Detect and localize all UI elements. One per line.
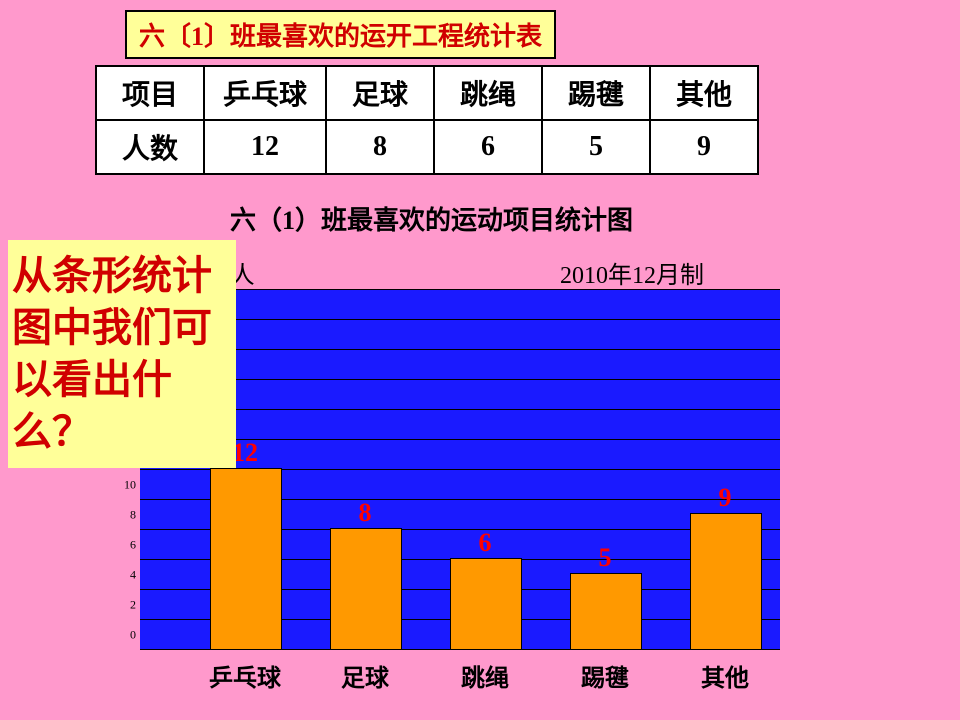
x-tick-label: 乒乓球 [195,658,295,693]
question-overlay: 从条形统计图中我们可以看出什么？ [8,240,236,468]
data-table: 项目 乒乓球 足球 跳绳 踢毽 其他 人数 12 8 6 5 9 [95,65,759,175]
bar-group: 6 [450,560,520,650]
x-tick-label: 其他 [675,658,775,693]
bar-value-label: 8 [330,498,400,528]
bar-value-label: 5 [570,543,640,573]
bar-group: 12 [210,470,280,650]
table-row2-label: 人数 [96,120,204,174]
y-tick: 2 [114,598,136,613]
chart-title: 六（1）班最喜欢的运动项目统计图 [230,200,633,237]
x-tick-label: 足球 [315,658,415,693]
table-row1-label: 项目 [96,66,204,120]
table-cat-0: 乒乓球 [204,66,326,120]
bar [210,468,282,650]
chart-date: 2010年12月制 [560,255,704,290]
bar [450,558,522,650]
bar-value-label: 9 [690,483,760,513]
y-tick: 0 [114,628,136,643]
table-cat-2: 跳绳 [434,66,542,120]
y-tick: 6 [114,538,136,553]
bar-group: 9 [690,515,760,650]
bar [690,513,762,650]
grid-line [140,289,780,290]
bar [330,528,402,650]
x-tick-label: 跳绳 [435,658,535,693]
table-val-0: 12 [204,120,326,174]
bar-chart: 024681012128659 [140,290,780,650]
table-cat-1: 足球 [326,66,434,120]
bar-group: 5 [570,575,640,650]
table-val-1: 8 [326,120,434,174]
table-val-2: 6 [434,120,542,174]
table-cat-4: 其他 [650,66,758,120]
y-tick: 10 [114,478,136,493]
grid-line [140,409,780,410]
table-cat-3: 踢毽 [542,66,650,120]
x-tick-label: 踢毽 [555,658,655,693]
bar-group: 8 [330,530,400,650]
page-title-box: 六〔1〕班最喜欢的运开工程统计表 [125,10,556,59]
table-val-4: 9 [650,120,758,174]
grid-line [140,349,780,350]
y-tick: 4 [114,568,136,583]
table-val-3: 5 [542,120,650,174]
bar [570,573,642,650]
grid-line [140,379,780,380]
y-tick: 8 [114,508,136,523]
bar-value-label: 6 [450,528,520,558]
grid-line [140,319,780,320]
page-title: 六〔1〕班最喜欢的运开工程统计表 [139,22,542,51]
